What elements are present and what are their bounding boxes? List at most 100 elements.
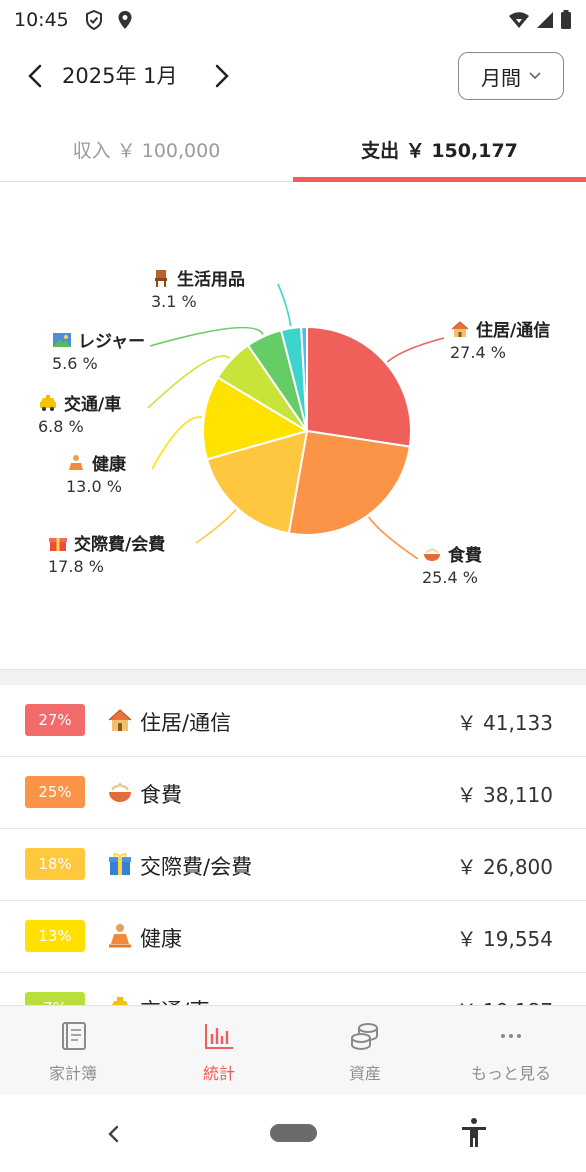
- list-item[interactable]: 27% 住居/通信 ￥ 41,133: [0, 685, 586, 757]
- battery-icon: [561, 10, 571, 29]
- leader-line: [368, 516, 419, 560]
- pie-label-housing: 住居/通信 27.4 %: [450, 320, 550, 364]
- pie-label-name: 健康: [92, 455, 126, 475]
- tab-expense[interactable]: 支出 ￥ 150,177: [361, 139, 518, 162]
- pie-label-pct: 27.4 %: [450, 343, 506, 362]
- pie-slice[interactable]: [205, 429, 309, 535]
- pie-slice[interactable]: [202, 376, 310, 461]
- category-amount: ￥ 26,800: [456, 855, 553, 879]
- tab-income[interactable]: 収入 ￥ 100,000: [72, 139, 221, 162]
- month-label: 2025年 1月: [62, 64, 178, 88]
- nav-item-assets[interactable]: 資産: [292, 1006, 438, 1096]
- accessibility-icon[interactable]: [459, 1117, 489, 1149]
- pie-slice[interactable]: [287, 429, 411, 536]
- header: 2025年 1月 月間: [0, 44, 586, 108]
- gift-icon: [109, 853, 131, 875]
- list-item[interactable]: 25% 食費 ￥ 38,110: [0, 757, 586, 829]
- location-icon: [118, 11, 132, 29]
- percent-badge: 25%: [25, 776, 85, 808]
- pie-label-pct: 25.4 %: [422, 568, 478, 587]
- pie-label-pct: 6.8 %: [38, 417, 84, 436]
- income-expense-tabs: 収入 ￥ 100,000 支出 ￥ 150,177: [0, 116, 586, 182]
- pie-label-name: レジャー: [78, 332, 146, 352]
- pie-label-leisure: レジャー 5.6 %: [52, 331, 145, 375]
- pie-label-food: 食費 25.4 %: [422, 545, 482, 589]
- back-icon[interactable]: [100, 1119, 126, 1149]
- percent-badge: 18%: [25, 848, 85, 880]
- shield-icon: [85, 10, 102, 30]
- pie-label-pct: 3.1 %: [151, 292, 197, 311]
- chevron-down-icon: [529, 72, 541, 80]
- percent-badge: 13%: [25, 920, 85, 952]
- leader-line: [147, 355, 231, 409]
- nav-label: 家計簿: [48, 1064, 97, 1083]
- leader-line: [277, 283, 292, 327]
- percent-badge: 27%: [25, 704, 85, 736]
- chevron-right-icon[interactable]: [207, 60, 235, 92]
- pie-label-name: 生活用品: [177, 270, 245, 290]
- leader-line: [386, 337, 445, 363]
- chair-icon: [155, 270, 167, 287]
- pie-label-household: 生活用品 3.1 %: [151, 269, 245, 313]
- wifi-icon: [509, 12, 529, 28]
- pie-label-name: 交通/車: [64, 395, 122, 415]
- section-divider: [0, 669, 586, 685]
- leader-line: [151, 416, 203, 470]
- noodle-bowl-icon: [424, 547, 440, 561]
- signal-icon: [537, 12, 553, 28]
- landscape-picture-icon: [53, 333, 71, 347]
- nav-label: もっと見る: [470, 1064, 551, 1083]
- pie-slice[interactable]: [306, 325, 412, 448]
- nav-label: 資産: [348, 1064, 381, 1083]
- status-bar: 10:45: [0, 0, 586, 40]
- taxi-icon: [40, 395, 56, 411]
- pie-label-social: 交際費/会費 17.8 %: [48, 534, 165, 578]
- status-time: 10:45: [14, 9, 69, 31]
- category-name: 住居/通信: [140, 711, 232, 735]
- bar-chart-icon: [205, 1024, 233, 1049]
- leader-line: [195, 509, 237, 544]
- noodle-bowl-icon: [109, 782, 131, 802]
- list-item[interactable]: 18% 交際費/会費 ￥ 26,800: [0, 829, 586, 901]
- chevron-left-icon[interactable]: [22, 60, 50, 92]
- nav-item-statistics[interactable]: 統計: [146, 1006, 292, 1096]
- list-item[interactable]: 13% 健康 ￥ 19,554: [0, 901, 586, 973]
- home-pill[interactable]: [270, 1124, 317, 1142]
- category-amount: ￥ 10,187: [457, 995, 553, 1005]
- period-dropdown[interactable]: 月間: [458, 52, 564, 100]
- category-amount: ￥ 41,133: [456, 711, 553, 735]
- category-name: 健康: [140, 927, 182, 951]
- meditation-icon: [109, 924, 131, 948]
- period-label: 月間: [481, 65, 521, 90]
- taxi-icon: [112, 997, 128, 1005]
- system-navigation-bar: [0, 1095, 586, 1172]
- pie-label-transport: 交通/車 6.8 %: [38, 394, 121, 438]
- pie-label-health: 健康 13.0 %: [66, 454, 126, 498]
- pie-label-pct: 13.0 %: [66, 477, 122, 496]
- pie-label-name: 交際費/会費: [74, 535, 166, 555]
- pie-label-name: 住居/通信: [476, 321, 551, 341]
- list-item[interactable]: 7% 交通/車 ￥ 10,187: [0, 973, 586, 1005]
- category-amount: ￥ 38,110: [456, 783, 553, 807]
- nav-item-household-book[interactable]: 家計簿: [0, 1006, 146, 1096]
- pie-slice[interactable]: [300, 325, 308, 432]
- pie-label-name: 食費: [448, 546, 482, 566]
- percent-badge: 7%: [25, 992, 85, 1005]
- house-icon: [451, 321, 469, 337]
- more-dots-icon: [501, 1034, 521, 1038]
- pie-label-pct: 17.8 %: [48, 557, 104, 576]
- category-list[interactable]: 27% 住居/通信 ￥ 41,133 25% 食費 ￥ 38,110 18% 交…: [0, 685, 586, 1005]
- category-amount: ￥ 19,554: [456, 927, 553, 951]
- book-icon: [62, 1022, 86, 1050]
- category-name: 交際費/会費: [140, 855, 253, 879]
- nav-label: 統計: [202, 1064, 235, 1083]
- leader-line: [149, 326, 264, 347]
- category-name: 食費: [140, 783, 182, 807]
- pie-chart-svg: [147, 283, 445, 560]
- category-name: 交通/車: [140, 995, 210, 1005]
- meditation-icon: [69, 455, 83, 470]
- nav-item-more[interactable]: もっと見る: [438, 1006, 584, 1096]
- bottom-navigation: 家計簿 統計 資産 もっと見る: [0, 1005, 586, 1095]
- expense-pie-chart: 住居/通信 27.4 % 食費 25.4 % 交際費/会費 17.8 % 健康 …: [0, 183, 586, 669]
- pie-label-pct: 5.6 %: [52, 354, 98, 373]
